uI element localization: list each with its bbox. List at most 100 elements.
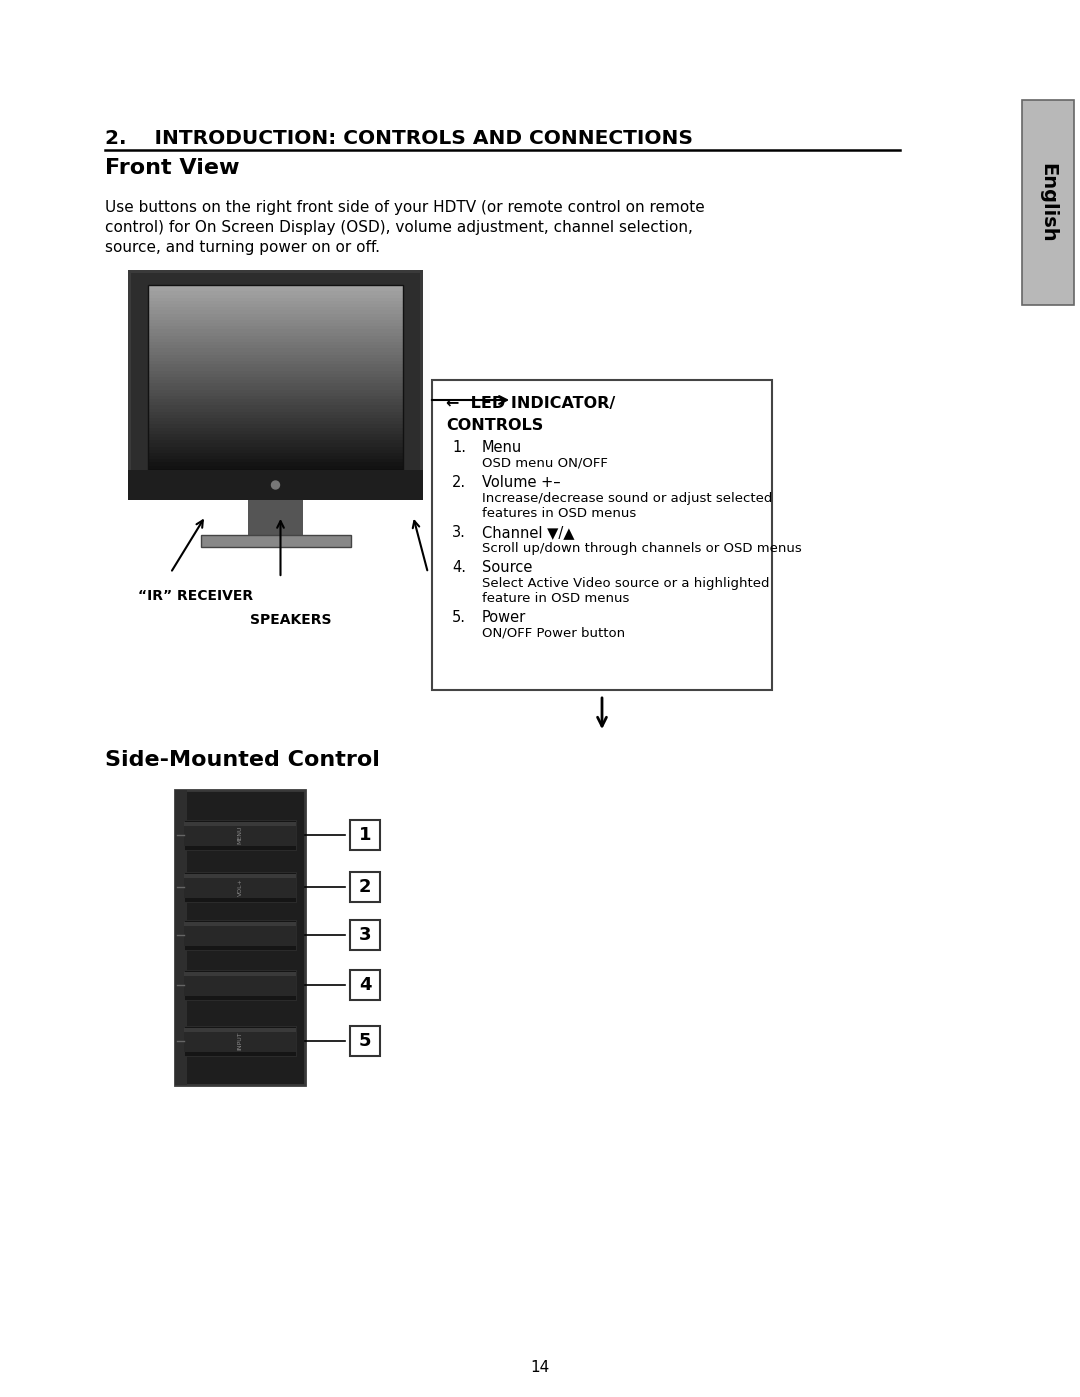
Text: Source: Source [482, 560, 532, 576]
Bar [148, 395, 403, 400]
Text: 2.    INTRODUCTION: CONTROLS AND CONNECTIONS: 2. INTRODUCTION: CONTROLS AND CONNECTION… [105, 129, 693, 148]
Bar [148, 292, 403, 295]
Text: 5: 5 [359, 1032, 372, 1051]
Bar [148, 367, 403, 370]
Text: ON/OFF Power button: ON/OFF Power button [482, 627, 625, 640]
Bar [148, 465, 403, 468]
Bar [148, 335, 403, 339]
Bar [148, 330, 403, 332]
Bar [148, 326, 403, 330]
Bar [184, 922, 296, 926]
Bar [175, 789, 305, 1085]
Bar [148, 373, 403, 377]
Text: Use buttons on the right front side of your HDTV (or remote control on remote: Use buttons on the right front side of y… [105, 200, 705, 215]
Bar [148, 443, 403, 447]
Text: 1.: 1. [453, 440, 465, 455]
Bar [184, 875, 296, 877]
Bar [148, 468, 403, 472]
Bar [148, 285, 403, 475]
Text: OSD menu ON/OFF: OSD menu ON/OFF [482, 457, 608, 469]
Text: source, and turning power on or off.: source, and turning power on or off. [105, 240, 380, 256]
Bar [148, 455, 403, 460]
Bar [131, 272, 420, 497]
Text: Select Active Video source or a highlighted: Select Active Video source or a highligh… [482, 577, 769, 590]
Text: 5.: 5. [453, 610, 465, 624]
Bar [148, 412, 403, 415]
Text: Power: Power [482, 610, 526, 624]
Bar [148, 425, 403, 427]
Bar [148, 352, 403, 355]
Bar [148, 360, 403, 365]
Bar [148, 320, 403, 323]
Bar [148, 300, 403, 305]
Bar [148, 390, 403, 393]
Bar [148, 317, 403, 320]
Bar [148, 393, 403, 395]
Bar [148, 377, 403, 380]
Text: Volume +–: Volume +– [482, 475, 561, 490]
Bar [148, 437, 403, 440]
Text: 1: 1 [359, 826, 372, 844]
Text: features in OSD menus: features in OSD menus [482, 507, 636, 520]
Bar [148, 415, 403, 418]
Text: MENU: MENU [238, 826, 243, 844]
Bar [184, 970, 296, 1000]
Bar [184, 872, 296, 902]
Bar [148, 298, 403, 300]
Bar [148, 447, 403, 450]
Bar [184, 824, 296, 847]
Text: 4: 4 [359, 977, 372, 995]
Text: feature in OSD menus: feature in OSD menus [482, 592, 630, 605]
Bar [148, 387, 403, 390]
Bar [148, 418, 403, 420]
Bar [148, 420, 403, 425]
Bar [432, 380, 772, 690]
Bar [184, 972, 296, 977]
Bar [148, 450, 403, 453]
Bar [248, 500, 303, 535]
Bar [184, 876, 296, 898]
Bar [148, 472, 403, 475]
Bar [148, 313, 403, 317]
Bar [148, 323, 403, 326]
Bar [148, 402, 403, 405]
Bar [148, 355, 403, 358]
Bar [350, 921, 380, 950]
Bar [148, 408, 403, 412]
Text: INPUT: INPUT [238, 1032, 243, 1051]
Text: 2.: 2. [453, 475, 467, 490]
Text: 3: 3 [359, 926, 372, 944]
Text: 4.: 4. [453, 560, 465, 576]
Bar [148, 380, 403, 383]
Text: control) for On Screen Display (OSD), volume adjustment, channel selection,: control) for On Screen Display (OSD), vo… [105, 219, 693, 235]
Text: Channel ▼/▲: Channel ▼/▲ [482, 525, 575, 541]
Bar [184, 923, 296, 946]
Bar [184, 921, 296, 950]
Bar [148, 285, 403, 288]
Bar [148, 383, 403, 387]
Text: ←  LED INDICATOR/: ← LED INDICATOR/ [446, 395, 616, 411]
Bar [350, 872, 380, 902]
Bar [129, 469, 423, 500]
Text: 14: 14 [530, 1361, 550, 1376]
Bar [148, 427, 403, 430]
Bar [148, 365, 403, 367]
Bar [350, 1025, 380, 1056]
Bar [148, 345, 403, 348]
Text: SPEAKERS: SPEAKERS [249, 613, 332, 627]
Bar [148, 342, 403, 345]
Bar [184, 820, 296, 849]
Bar [148, 295, 403, 298]
Bar [148, 288, 403, 292]
Bar [148, 332, 403, 335]
Bar [148, 405, 403, 408]
Bar [184, 1030, 296, 1052]
Text: 3.: 3. [453, 525, 465, 541]
Text: 2: 2 [359, 877, 372, 895]
Bar [175, 789, 187, 1085]
Bar [148, 462, 403, 465]
Text: Side-Mounted Control: Side-Mounted Control [105, 750, 380, 770]
Bar [184, 821, 296, 826]
Text: CONTROLS: CONTROLS [446, 418, 543, 433]
Bar [129, 270, 423, 500]
